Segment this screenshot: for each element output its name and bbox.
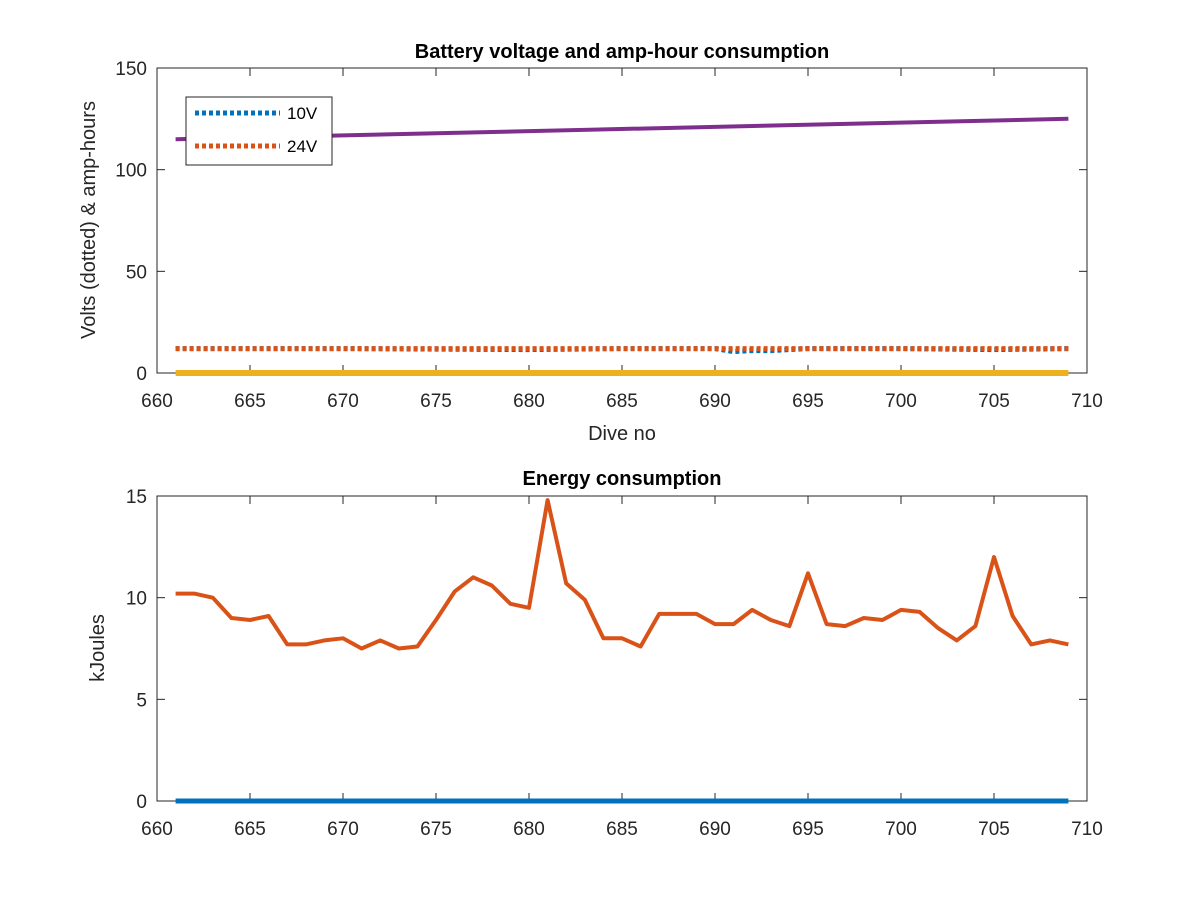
plot-energy-xtick-label: 710 [1071,819,1103,840]
plot-energy-yticks: 0 5 10 15 [126,487,1087,813]
plot-energy-title: Energy consumption [523,468,722,490]
plot-battery-ytick-label: 150 [115,59,147,80]
plot-energy-ytick-label: 15 [126,487,147,508]
plot-energy-series-line-1 [175,498,1069,651]
plot-battery: Battery voltage and amp-hour consumption… [78,41,1103,445]
plot-energy: Energy consumption kJoules 660 665 670 675 6… [87,468,1103,840]
plot-battery-xtick-label: 670 [327,391,359,412]
plot-battery-xtick-label: 705 [978,391,1010,412]
plot-battery-xtick-label: 685 [606,391,638,412]
plot-energy-ytick-label: 10 [126,589,147,610]
plot-battery-ytick-label: 0 [136,364,147,385]
plot-energy-xtick-label: 695 [792,819,824,840]
legend-label-10v: 10V [287,104,318,123]
plot-battery-xtick-label: 695 [792,391,824,412]
plot-battery-xlabel: Dive no [588,423,656,445]
plot-energy-series [175,498,1069,804]
plot-energy-xticks: 660 665 670 675 680 685 690 695 700 705 710 [141,496,1103,840]
plot-energy-xtick-label: 690 [699,819,731,840]
plot-energy-xtick-label: 665 [234,819,266,840]
plot-battery-xtick-label: 665 [234,391,266,412]
plot-energy-xtick-label: 670 [327,819,359,840]
plot-battery-xtick-label: 680 [513,391,545,412]
plot-energy-xtick-label: 705 [978,819,1010,840]
plot-battery-ytick-label: 50 [126,262,147,283]
plot-battery-xticks: 660 665 670 675 680 685 690 695 700 705 710 [141,68,1103,412]
plot-battery-title: Battery voltage and amp-hour consumption [415,41,829,63]
plot-energy-xtick-label: 660 [141,819,173,840]
legend-label-24v: 24V [287,137,318,156]
plot-energy-xtick-label: 680 [513,819,545,840]
plot-battery-xtick-label: 700 [885,391,917,412]
plot-battery-xtick-label: 690 [699,391,731,412]
plot-battery-ylabel: Volts (dotted) & amp-hours [78,101,100,339]
plot-energy-axes-box [156,495,1088,802]
plot-energy-ytick-label: 5 [136,690,147,711]
plot-energy-ylabel: kJoules [87,614,109,682]
plot-energy-xtick-label: 700 [885,819,917,840]
legend-box [185,96,333,166]
plot-battery-yticks: 0 50 100 150 [115,59,1087,385]
plot-battery-xtick-label: 660 [141,391,173,412]
plot-battery-xtick-label: 675 [420,391,452,412]
plot-energy-xtick-label: 675 [420,819,452,840]
plot-energy-xtick-label: 685 [606,819,638,840]
plot-battery-xtick-label: 710 [1071,391,1103,412]
legend: 10V 24V [185,96,333,166]
plot-energy-ytick-label: 0 [136,792,147,813]
plot-battery-ytick-label: 100 [115,161,147,182]
